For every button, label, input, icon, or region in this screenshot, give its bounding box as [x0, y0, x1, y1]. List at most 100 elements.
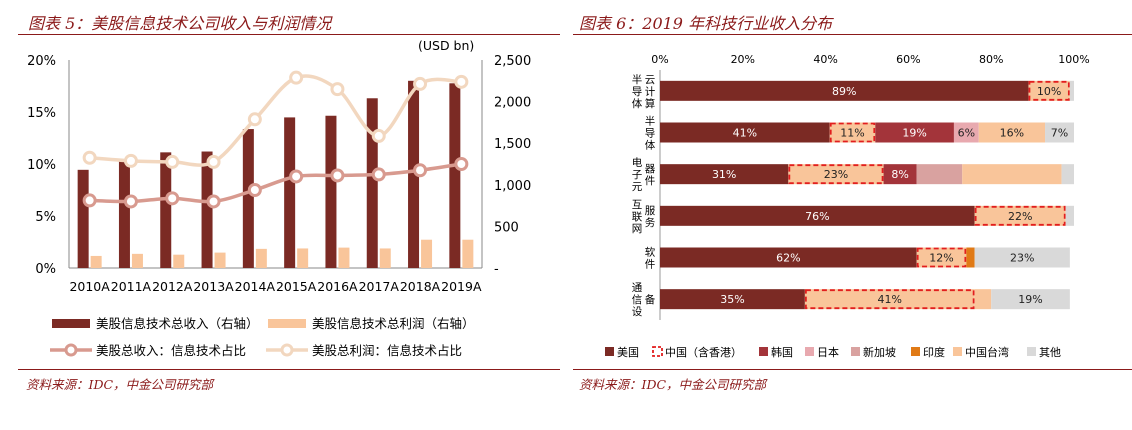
data-label: 7%: [1051, 127, 1068, 140]
data-label: 8%: [891, 168, 908, 181]
category-label-char: 导: [632, 86, 643, 98]
profit-bar: [90, 255, 102, 268]
bar-segment: [1069, 80, 1074, 101]
revenue-bar: [201, 151, 213, 268]
bar-segment: [974, 247, 1070, 268]
bar-segment: [916, 247, 967, 268]
profit-bar: [462, 239, 474, 268]
legend-marker-profit-share: [280, 343, 294, 357]
legend-swatch: [1027, 347, 1036, 356]
category-label-char: 电: [632, 156, 643, 169]
profit-share-point: [123, 153, 138, 168]
revenue-share-point: [123, 194, 138, 209]
bar-segment: [1028, 80, 1070, 101]
revenue-profit-chart: 0% 5% 10% 15% 20% - 500 1,000 1,500 2,000 2,500 (US…: [27, 38, 531, 358]
revenue-bar: [77, 169, 89, 268]
legend-label: 其他: [1039, 346, 1061, 359]
legend-label-revenue: 美股信息技术总收入（右轴）: [96, 316, 259, 331]
x-tick-label: 2017A: [359, 279, 400, 294]
left-chart-title: 图表 5：美股信息技术公司收入与利润情况: [28, 14, 332, 33]
bar-segment: [788, 164, 884, 185]
left-axis-tick-label: 0%: [35, 262, 56, 277]
revenue-bar: [366, 98, 378, 268]
x-tick-label: 2018A: [400, 279, 441, 294]
data-label: 23%: [1010, 252, 1034, 265]
revenue-bar: [242, 129, 254, 268]
category-label-char: 计: [645, 85, 656, 98]
revenue-bar: [118, 159, 130, 268]
data-label: 41%: [733, 127, 757, 140]
revenue-bar: [160, 152, 172, 268]
profit-share-point: [247, 112, 262, 127]
bar-segment: [660, 247, 917, 268]
china-highlight-box: [1028, 80, 1070, 101]
x-tick-label: 2013A: [193, 279, 234, 294]
bar-segment: [962, 164, 1062, 185]
left-source-rule: [18, 369, 560, 370]
legend-label: 韩国: [771, 345, 793, 359]
legend-label: 日本: [817, 345, 839, 359]
x-tick-label: 2014A: [235, 279, 276, 294]
category-label-char: 导: [645, 128, 656, 140]
profit-share-point: [206, 154, 221, 169]
revenue-share-point: [247, 183, 262, 197]
right-source: 资料来源：IDC，中金公司研究部: [579, 377, 767, 392]
bar-segment: [1061, 164, 1074, 185]
left-source: 资料来源：IDC，中金公司研究部: [26, 377, 214, 392]
right-axis-tick-label: 1,000: [494, 179, 531, 194]
x-tick-label: 80%: [979, 53, 1003, 66]
profit-bar: [173, 254, 185, 268]
x-tick-label: 0%: [651, 53, 668, 66]
x-tick-label: 2010A: [69, 279, 110, 294]
left-axis-tick-label: 15%: [27, 106, 56, 121]
data-label: 35%: [720, 293, 744, 306]
profit-share-point: [289, 70, 304, 85]
profit-share-point: [330, 82, 345, 97]
category-label-char: 件: [645, 259, 656, 271]
bar-segment: [875, 122, 954, 143]
profit-bar: [421, 239, 433, 268]
profit-bar: [131, 253, 143, 268]
china-highlight-box: [974, 205, 1066, 226]
left-chart-panel: 图表 5：美股信息技术公司收入与利润情况 0% 5% 10% 15% 20% - 500 1,…: [0, 0, 560, 430]
data-label: 22%: [1008, 210, 1032, 223]
right-axis-tick-label: 1,500: [494, 137, 531, 152]
bar-segment: [953, 122, 979, 143]
profit-share-line: [89, 74, 462, 167]
legend-marker-revenue-share: [64, 343, 78, 357]
data-label: 76%: [805, 210, 829, 223]
profit-bar: [379, 248, 391, 268]
category-label-char: 元: [632, 181, 643, 193]
legend-swatch: [805, 347, 814, 356]
right-axis-tick-label: 2,000: [494, 96, 531, 111]
bar-segment: [660, 80, 1029, 101]
bar-segment: [1045, 122, 1074, 143]
data-label: 19%: [1018, 293, 1042, 306]
profit-bar: [214, 252, 226, 268]
legend-swatch: [652, 346, 663, 357]
category-label-char: 件: [645, 175, 656, 187]
category-label-char: 半: [632, 73, 643, 86]
category-label-char: 网: [632, 223, 643, 235]
revenue-share-point: [82, 193, 97, 208]
legend-label: 新加坡: [863, 345, 896, 359]
revenue-bar: [325, 115, 337, 268]
data-label: 23%: [824, 168, 848, 181]
legend-swatch: [605, 347, 614, 356]
profit-share-point: [371, 128, 386, 143]
revenue-share-point: [371, 167, 386, 182]
bar-segment: [974, 205, 1066, 226]
legend-label-profit-share: 美股总利润：信息技术占比: [312, 343, 462, 358]
revenue-share-point: [165, 191, 180, 206]
left-axis-tick-label: 10%: [27, 158, 56, 173]
category-label-char: 子: [632, 169, 643, 181]
category-label-char: 通: [632, 282, 643, 294]
category-label-char: 信: [632, 294, 643, 306]
bar-segment: [660, 122, 830, 143]
bar-segment: [883, 164, 917, 185]
legend-swatch: [759, 347, 768, 356]
bar-segment: [966, 247, 975, 268]
revenue-bar: [284, 117, 296, 269]
bar-segment: [660, 289, 805, 310]
legend-label: 中国台湾: [965, 345, 1009, 359]
